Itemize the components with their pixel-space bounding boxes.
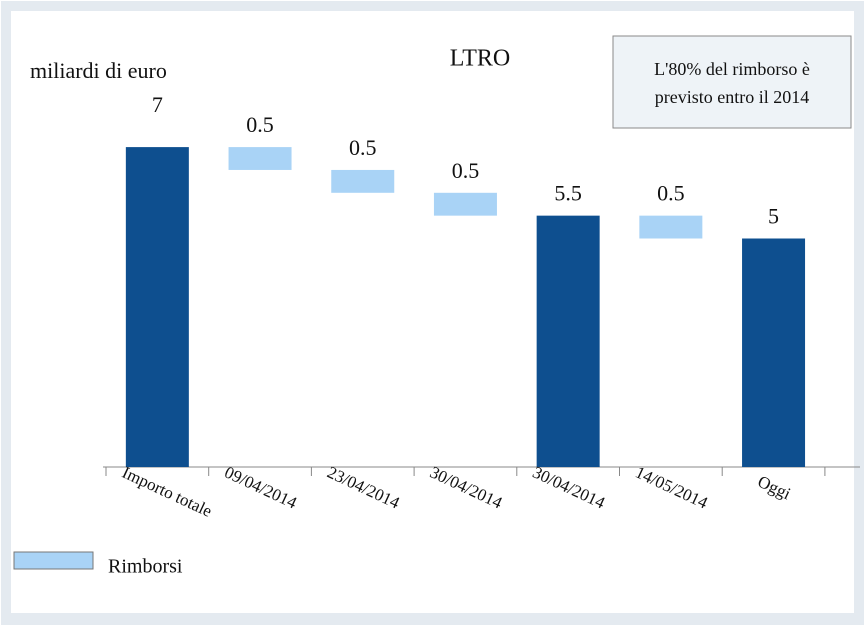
bar [639,215,703,239]
bar [125,147,189,467]
y-axis-label: miliardi di euro [30,58,167,83]
value-label: 0.5 [349,135,377,160]
value-label: 5 [768,204,779,229]
value-label: 5.5 [554,181,582,206]
annotation: L'80% del rimborso è [654,59,810,79]
value-label: 0.5 [657,181,685,206]
annotation-box [612,35,852,129]
annotation: previsto entro il 2014 [655,87,809,107]
value-label: 0.5 [452,158,480,183]
legend-swatch [13,551,94,570]
bar [228,147,292,170]
bar [742,238,806,467]
bar [536,215,600,467]
legend-label: Rimborsi [108,556,183,578]
bar [331,169,395,193]
chart-title: LTRO [450,46,510,72]
value-label: 7 [152,92,163,117]
value-label: 0.5 [246,112,274,137]
bar [433,192,497,216]
